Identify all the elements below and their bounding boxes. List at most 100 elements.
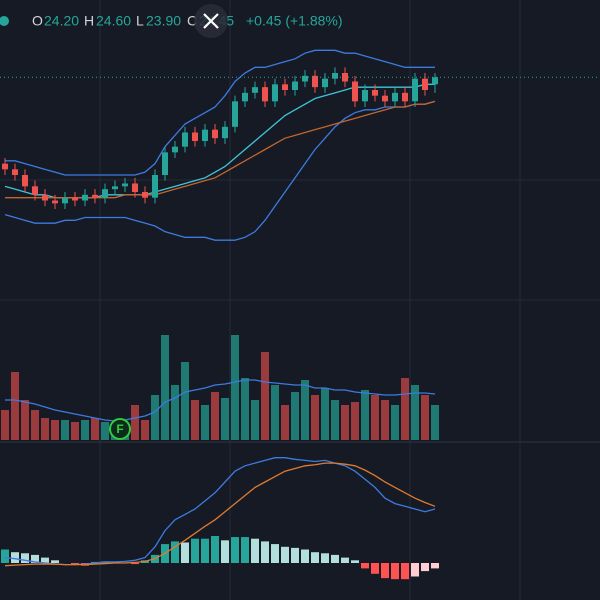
high-label: H (84, 13, 94, 29)
volume-bar (361, 390, 369, 440)
volume-bar (91, 418, 99, 440)
histogram-bar (311, 552, 319, 563)
candle-body (122, 183, 128, 187)
volume-bar (281, 405, 289, 440)
status-dot (0, 16, 9, 26)
volume-bar (311, 395, 319, 440)
volume-bar (291, 392, 299, 440)
histogram-bar (281, 546, 289, 563)
candle-body (132, 183, 138, 192)
candle-body (212, 129, 218, 139)
histogram-bar (321, 553, 329, 563)
histogram-bar (301, 549, 309, 563)
histogram-bar (241, 537, 249, 563)
event-marker-label: F (116, 422, 123, 436)
volume-bar (171, 385, 179, 440)
histogram-bar (251, 538, 259, 563)
candle-body (362, 90, 368, 102)
candle-body (272, 84, 278, 102)
volume-bar (271, 385, 279, 440)
volume-bar (141, 420, 149, 440)
histogram-bar (401, 563, 409, 580)
close-button[interactable] (194, 4, 228, 38)
volume-bar (391, 405, 399, 440)
candle-body (282, 84, 288, 90)
histogram-bar (41, 557, 49, 563)
candle-body (92, 194, 98, 198)
histogram-bar (431, 563, 439, 569)
candle-body (162, 152, 168, 175)
candle-body (352, 81, 358, 102)
histogram-bar (51, 560, 59, 563)
candle-body (392, 92, 398, 102)
histogram-bar (411, 563, 419, 577)
event-marker-badge (109, 418, 131, 440)
histogram-bar (131, 563, 139, 565)
volume-bar (181, 362, 189, 440)
candle-body (112, 186, 118, 190)
histogram-bar (11, 552, 19, 563)
low-label: L (136, 13, 144, 29)
histogram-bar (291, 547, 299, 563)
volume-bar (371, 395, 379, 440)
open-value: 24.20 (44, 13, 79, 29)
candle-body (2, 163, 8, 170)
candle-body (62, 197, 68, 204)
volume-bar (241, 378, 249, 440)
candle-body (252, 87, 258, 93)
candle-body (192, 132, 198, 141)
candle-body (422, 78, 428, 90)
event-marker: F (109, 418, 131, 440)
volume-bar (51, 420, 59, 440)
volume-bar (231, 335, 239, 440)
histogram-bar (231, 537, 239, 563)
histogram-bar (1, 549, 9, 563)
volume-bar (31, 410, 39, 440)
close-icon[interactable] (203, 13, 219, 29)
volume-bar (191, 400, 199, 440)
volume-bar (21, 400, 29, 440)
candle-body (202, 129, 208, 141)
histogram-bar (71, 563, 79, 565)
close-label: C (187, 13, 197, 29)
histogram-bar (421, 563, 429, 572)
candle-body (322, 78, 328, 88)
volume-bar (151, 395, 159, 440)
histogram-bar (171, 541, 179, 563)
volume-bar (431, 405, 439, 440)
candle-body (332, 73, 338, 79)
candle-body (412, 78, 418, 102)
candle-body (102, 189, 108, 198)
candle-body (402, 92, 408, 102)
volume-bar (411, 385, 419, 440)
candle-body (262, 87, 268, 102)
overlay-line (4, 100, 436, 241)
candle-body (42, 194, 48, 201)
volume-bar (131, 405, 139, 440)
volume-bar (161, 335, 169, 440)
volume-bar (421, 395, 429, 440)
candle-body (302, 75, 308, 82)
histogram-bar (271, 544, 279, 563)
volume-bar (251, 400, 259, 440)
histogram-bar (341, 557, 349, 563)
candle-body (82, 194, 88, 201)
candle-body (232, 101, 238, 127)
volume-bar (331, 400, 339, 440)
volume-bar (341, 405, 349, 440)
candle-body (312, 75, 318, 88)
volume-bar (401, 378, 409, 440)
histogram-bar (351, 560, 359, 563)
open-label: O (32, 13, 43, 29)
histogram-bar (221, 540, 229, 563)
volume-bar (81, 420, 89, 440)
volume-bar (71, 422, 79, 440)
histogram-bar (201, 538, 209, 563)
volume-bar (321, 388, 329, 440)
candle-body (142, 192, 148, 198)
volume-bar (61, 420, 69, 440)
histogram-bar (181, 542, 189, 563)
volume-bar (201, 405, 209, 440)
